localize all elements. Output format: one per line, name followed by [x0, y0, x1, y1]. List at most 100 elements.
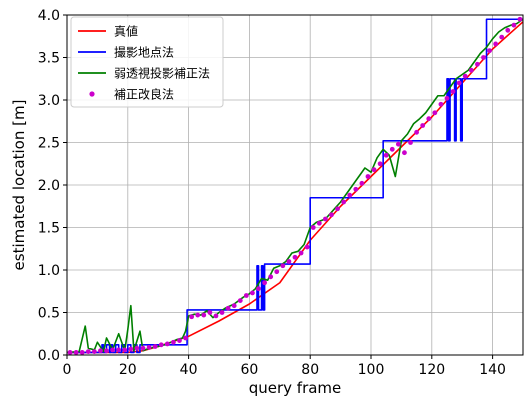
legend-label: 弱透視投影補正法: [114, 66, 210, 81]
marker-point: [511, 22, 517, 28]
y-tick-label: 3.0: [38, 93, 60, 109]
ticks: 0 20 40 60 80 100 120 140 0.0 0.5 1.0 1.5 2.0 2.5 3.0 3…: [38, 8, 506, 378]
marker-point: [256, 286, 261, 292]
marker-point: [110, 347, 115, 353]
y-tick-label: 2.5: [38, 136, 60, 152]
legend-entry: 弱透視投影補正法: [78, 66, 210, 81]
marker-point: [438, 101, 444, 107]
marker-point: [243, 293, 249, 298]
y-tick-label: 0.5: [38, 306, 60, 322]
legend-marker: [89, 91, 95, 97]
marker-point: [420, 123, 426, 128]
marker-point: [140, 345, 146, 351]
legend-entry: 補正改良法: [89, 87, 174, 102]
marker-point: [432, 110, 438, 116]
series-layer: [66, 16, 524, 355]
marker-point: [353, 186, 359, 192]
marker-point: [444, 95, 450, 101]
y-axis-label: estimated location [m]: [10, 100, 28, 271]
legend-entry: 撮影地点法: [78, 46, 174, 60]
marker-point: [505, 27, 511, 33]
marker-point: [116, 347, 122, 353]
marker-point: [219, 310, 225, 315]
marker-point: [292, 254, 298, 260]
x-tick-label: 40: [180, 362, 198, 378]
marker-point: [231, 303, 237, 309]
marker-point: [237, 298, 243, 303]
legend-entry: 真値: [78, 24, 138, 39]
marker-point: [286, 259, 292, 264]
marker-point: [158, 342, 164, 348]
legend-box: [70, 16, 224, 108]
marker-point: [408, 140, 413, 145]
marker-point: [85, 349, 91, 354]
marker-point: [347, 192, 353, 198]
marker-point: [395, 141, 401, 147]
legend-label: 撮影地点法: [114, 46, 174, 60]
marker-point: [189, 314, 195, 320]
x-tick-label: 0: [63, 362, 72, 378]
x-tick-label: 20: [119, 362, 137, 378]
marker-point: [91, 349, 97, 354]
marker-point: [213, 313, 219, 319]
marker-point: [517, 16, 523, 22]
marker-point: [402, 150, 407, 156]
marker-point: [274, 269, 280, 275]
marker-point: [104, 348, 109, 354]
marker-point: [316, 220, 322, 226]
marker-point: [201, 312, 207, 318]
marker-point: [310, 225, 316, 230]
marker-point: [207, 310, 213, 315]
marker-point: [268, 274, 274, 280]
marker-point: [493, 41, 499, 47]
y-tick-label: 1.5: [38, 221, 60, 237]
marker-point: [359, 180, 365, 186]
marker-point: [323, 216, 328, 222]
marker-point: [152, 344, 158, 349]
x-axis-label: query frame: [249, 379, 342, 397]
y-tick-label: 2.0: [38, 178, 60, 194]
legend-label: 補正改良法: [114, 87, 174, 102]
marker-point: [383, 152, 389, 158]
marker-point: [280, 263, 286, 269]
marker-point: [73, 350, 79, 355]
y-tick-label: 4.0: [38, 8, 60, 24]
marker-point: [128, 346, 134, 352]
marker-point: [250, 290, 255, 296]
marker-point: [329, 212, 334, 218]
marker-point: [171, 339, 176, 345]
marker-point: [365, 174, 371, 179]
legend-label: 真値: [114, 24, 138, 39]
marker-point: [164, 341, 170, 347]
marker-point: [487, 48, 492, 54]
marker-point: [79, 350, 85, 355]
marker-point: [134, 345, 140, 351]
marker-point: [262, 280, 267, 286]
marker-point: [426, 116, 432, 122]
marker-point: [450, 89, 456, 94]
y-tick-label: 0.0: [38, 348, 60, 364]
marker-point: [462, 73, 468, 79]
x-tick-label: 120: [418, 362, 445, 378]
marker-point: [304, 244, 310, 250]
x-tick-label: 60: [240, 362, 258, 378]
marker-point: [195, 312, 201, 318]
marker-point: [468, 67, 474, 73]
marker-point: [456, 80, 462, 86]
y-tick-label: 3.5: [38, 51, 60, 67]
marker-point: [371, 167, 377, 173]
improved-correction-markers: [67, 16, 523, 355]
marker-point: [481, 55, 486, 60]
marker-point: [341, 199, 347, 205]
capture-point-method-line: [67, 18, 523, 354]
x-tick-label: 140: [479, 362, 506, 378]
marker-point: [183, 335, 188, 341]
marker-point: [499, 34, 505, 40]
marker-point: [98, 348, 103, 354]
y-tick-label: 1.0: [38, 263, 60, 279]
marker-point: [298, 250, 304, 256]
marker-point: [389, 146, 395, 152]
marker-point: [475, 61, 480, 67]
